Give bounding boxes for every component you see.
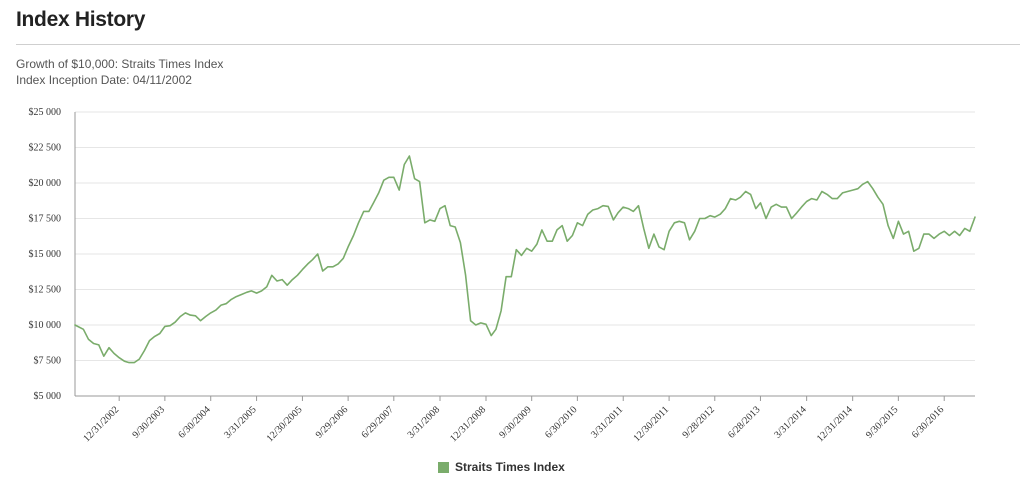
x-tick-label: 3/31/2011: [589, 404, 625, 440]
legend-swatch: [438, 461, 449, 473]
x-tick-label: 6/28/2013: [726, 404, 762, 440]
y-axis: $5 000 $7 500 $10 000 $12 500 $15 000 $17 500…: [29, 107, 76, 402]
y-tick-label: $15 000: [29, 249, 62, 260]
x-tick-label: 9/30/2003: [131, 404, 167, 440]
x-tick-label: 12/31/2008: [448, 404, 488, 444]
y-tick-label: $25 000: [29, 107, 62, 118]
inception-date: Index Inception Date: 04/11/2002: [16, 73, 192, 87]
y-tick-label: $12 500: [29, 285, 62, 296]
plot-area: [74, 155, 976, 364]
title-divider: [16, 44, 1020, 45]
y-tick-label: $7 500: [34, 356, 62, 367]
x-tick-label: 6/30/2010: [543, 404, 579, 440]
x-tick-label: 12/31/2002: [81, 404, 121, 444]
y-tick-label: $22 500: [29, 143, 62, 154]
x-tick-label: 12/30/2011: [631, 404, 671, 444]
x-tick-label: 3/31/2008: [406, 404, 442, 440]
x-tick-label: 3/31/2014: [772, 404, 808, 440]
x-tick-label: 6/30/2016: [910, 404, 946, 440]
x-tick-label: 3/31/2005: [222, 404, 258, 440]
x-tick-label: 9/28/2012: [680, 404, 716, 440]
series-line: [74, 155, 976, 364]
grid-lines: [75, 111, 975, 397]
legend: Straits Times Index: [438, 460, 565, 474]
chart-subtitle: Growth of $10,000: Straits Times Index: [16, 57, 224, 71]
x-tick-label: 9/29/2006: [314, 404, 350, 440]
x-tick-label: 6/29/2007: [359, 404, 395, 440]
x-tick-label: 12/30/2005: [265, 404, 305, 444]
y-tick-label: $20 000: [29, 178, 62, 189]
page-title: Index History: [16, 8, 146, 31]
x-tick-label: 6/30/2004: [176, 404, 212, 440]
x-tick-label: 9/30/2009: [497, 404, 533, 440]
y-tick-label: $10 000: [29, 320, 62, 331]
x-tick-label: 9/30/2015: [864, 404, 900, 440]
x-axis: 12/31/2002 9/30/2003 6/30/2004 3/31/2005 12/…: [75, 395, 975, 444]
x-tick-label: 12/31/2014: [815, 404, 855, 444]
y-tick-label: $5 000: [34, 391, 62, 402]
y-tick-label: $17 500: [29, 214, 62, 225]
legend-label: Straits Times Index: [455, 460, 565, 474]
